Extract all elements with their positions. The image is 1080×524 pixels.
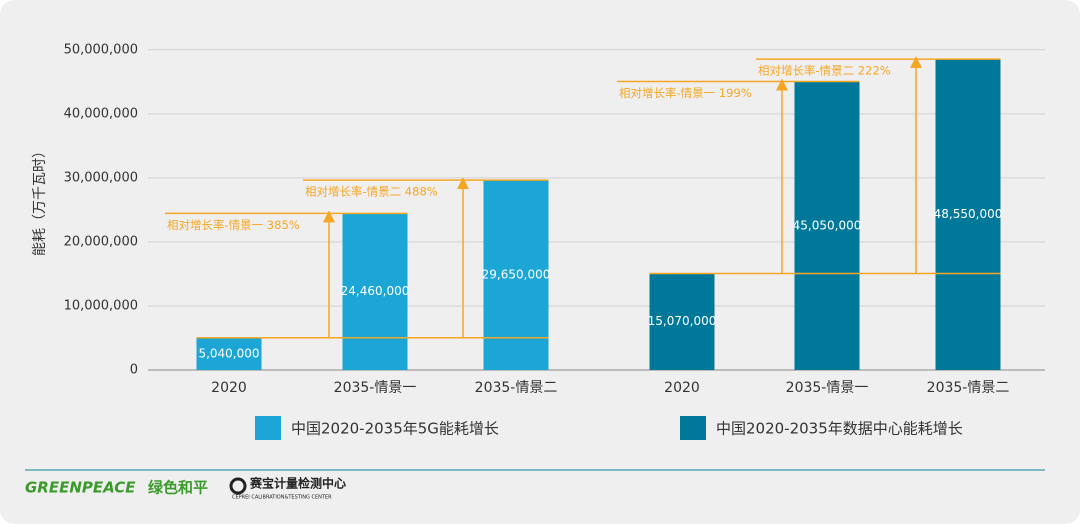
x-tick-label: 2020 [664, 380, 700, 396]
bar-value-label: 5,040,000 [198, 346, 259, 360]
x-tick-label: 2020 [211, 380, 247, 396]
annotation: 相对增长率-情景一 199% [619, 86, 752, 100]
y-tick-label: 30,000,000 [64, 170, 138, 185]
bar-value-label: 24,460,000 [341, 284, 410, 298]
x-tick-label: 2035-情景一 [786, 380, 869, 396]
logo-ceprei-icon [229, 477, 247, 495]
bar-value-label: 29,650,000 [482, 268, 551, 282]
logo-greenpeace-cn: 绿色和平 [148, 479, 208, 497]
bar-value-label: 15,070,000 [648, 314, 717, 328]
bar [794, 81, 860, 371]
annotation: 相对增长率-情景二 222% [758, 64, 891, 78]
bar [649, 273, 715, 370]
y-tick-label: 40,000,000 [64, 106, 138, 121]
logo-ceprei-sub: CEPREI CALIBRATION&TESTING CENTER [232, 495, 332, 501]
logo-ceprei: 赛宝计量检测中心 [249, 476, 346, 491]
bar-value-label: 45,050,000 [793, 218, 862, 232]
y-tick-label: 0 [130, 363, 138, 378]
y-tick-label: 50,000,000 [64, 42, 138, 57]
annotation: 相对增长率-情景一 385% [167, 218, 300, 232]
y-tick-label: 10,000,000 [64, 298, 138, 313]
bar [935, 59, 1001, 371]
annotation: 相对增长率-情景二 488% [305, 185, 438, 199]
legend-label: 中国2020-2035年5G能耗增长 [291, 420, 499, 438]
y-axis-label: 能耗（万千瓦时） [32, 144, 48, 256]
legend-swatch [680, 416, 706, 440]
bar-value-label: 48,550,000 [934, 207, 1003, 221]
y-tick-label: 20,000,000 [64, 234, 138, 249]
bar [196, 337, 262, 370]
x-tick-label: 2035-情景二 [927, 380, 1010, 396]
legend-swatch [255, 416, 281, 440]
x-tick-label: 2035-情景二 [475, 380, 558, 396]
bar [342, 213, 408, 370]
legend-label: 中国2020-2035年数据中心能耗增长 [716, 420, 963, 438]
x-tick-label: 2035-情景一 [334, 380, 417, 396]
logo-greenpeace: GREENPEACE [25, 479, 136, 497]
